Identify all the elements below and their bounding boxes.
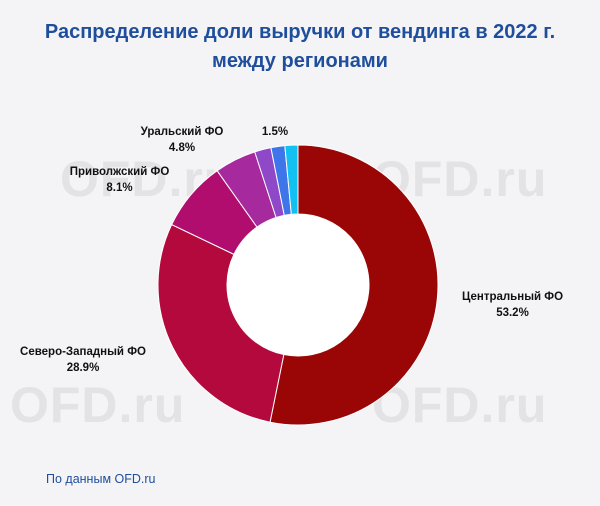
watermark: OFD.ru: [10, 377, 186, 433]
donut-hole: [227, 214, 369, 356]
donut-slice-6: [284, 144, 299, 215]
donut-slice-0: [269, 144, 439, 426]
slice-name-volga: Приволжский ФО: [69, 166, 170, 178]
slice-value-ural: 4.8%: [168, 142, 196, 154]
source-note: По данным OFD.ru: [46, 472, 156, 486]
chart-title: Распределение доли выручки от вендинга в…: [0, 18, 600, 76]
slice-value-small: 1.5%: [261, 126, 289, 138]
chart-title-line-2: между регионами: [212, 50, 388, 72]
slice-label-small: 1.5%: [252, 124, 298, 140]
slice-value-northwest: 28.9%: [66, 362, 100, 374]
donut-slice-1: [157, 223, 285, 423]
slice-label-volga: Приволжский ФО 8.1%: [57, 164, 182, 196]
watermark: OFD.ru: [372, 377, 548, 433]
slice-value-volga: 8.1%: [106, 182, 133, 194]
slice-name-northwest: Северо-Западный ФО: [20, 346, 146, 358]
slice-name-ural: Уральский ФО: [140, 126, 224, 138]
slice-value-central: 53.2%: [496, 307, 529, 319]
slice-label-ural: Уральский ФО 4.8%: [128, 124, 236, 156]
chart-title-line-1: Распределение доли выручки от вендинга в…: [44, 21, 556, 43]
slice-name-central: Центральный ФО: [461, 291, 564, 303]
slice-label-central: Центральный ФО 53.2%: [455, 289, 570, 321]
slice-label-northwest: Северо-Западный ФО 28.9%: [8, 344, 158, 376]
